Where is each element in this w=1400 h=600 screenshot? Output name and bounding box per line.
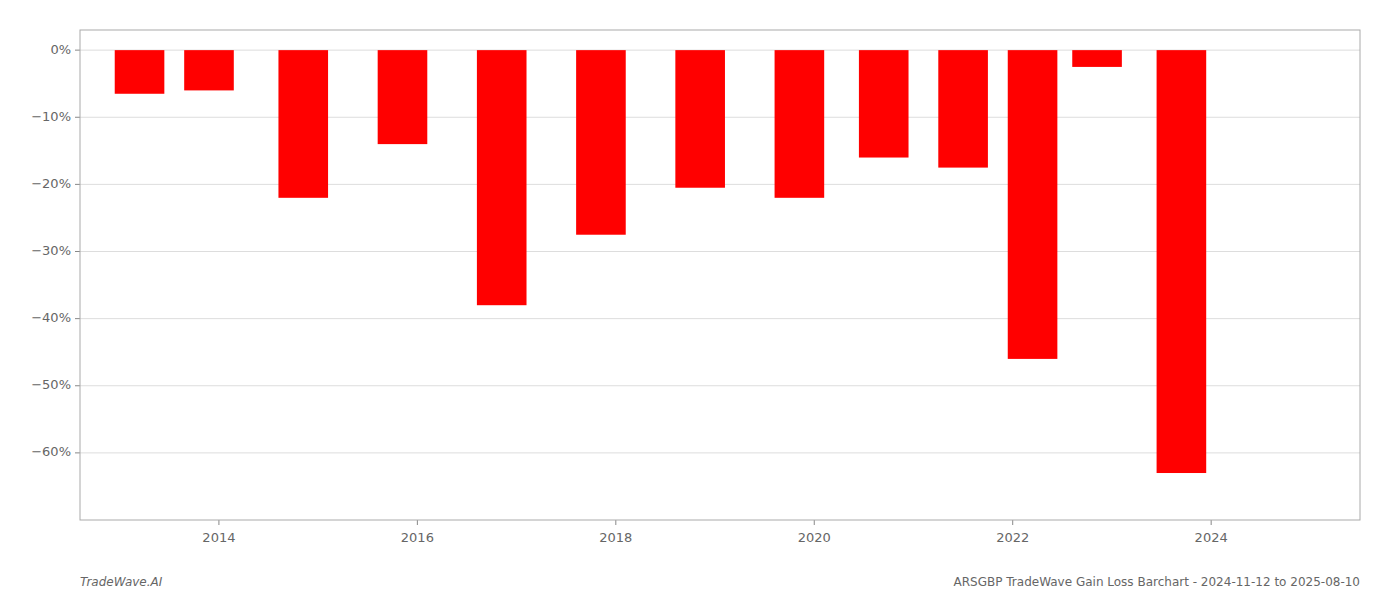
bar: [859, 50, 909, 157]
x-tick: [218, 520, 219, 525]
y-tick: [75, 385, 80, 386]
bars: [115, 50, 1206, 473]
axes: 0% −10% −20% −30% −40% −50% −60% 2014 2016 2018 20…: [31, 42, 1228, 545]
y-tick: [75, 50, 80, 51]
x-tick-label: 2024: [1195, 530, 1228, 545]
y-tick: [75, 184, 80, 185]
bar: [115, 50, 165, 94]
y-tick: [75, 318, 80, 319]
x-tick-label: 2014: [202, 530, 235, 545]
bar: [1157, 50, 1207, 473]
bar: [1072, 50, 1122, 67]
chart-svg: 0% −10% −20% −30% −40% −50% −60% 2014 2016 2018 20…: [0, 0, 1400, 600]
footer-right: ARSGBP TradeWave Gain Loss Barchart - 20…: [954, 575, 1360, 589]
y-tick-label: −30%: [31, 243, 71, 258]
x-tick-label: 2020: [798, 530, 831, 545]
bar: [477, 50, 527, 305]
y-tick: [75, 251, 80, 252]
x-tick-label: 2022: [996, 530, 1029, 545]
bar: [775, 50, 825, 198]
bar: [576, 50, 626, 235]
bar: [184, 50, 234, 90]
y-tick: [75, 452, 80, 453]
x-tick: [814, 520, 815, 525]
y-tick-label: −50%: [31, 377, 71, 392]
y-tick: [75, 117, 80, 118]
x-tick-label: 2018: [599, 530, 632, 545]
y-tick-label: −40%: [31, 310, 71, 325]
y-tick-label: −60%: [31, 444, 71, 459]
plot-frame: [80, 30, 1360, 520]
bar: [1008, 50, 1058, 359]
bar: [675, 50, 725, 188]
bar: [378, 50, 428, 144]
footer: TradeWave.AI ARSGBP TradeWave Gain Loss B…: [80, 575, 1360, 589]
x-tick-label: 2016: [401, 530, 434, 545]
x-tick: [1211, 520, 1212, 525]
bar: [938, 50, 988, 167]
y-tick-label: 0%: [50, 42, 71, 57]
x-tick: [417, 520, 418, 525]
chart-container: 0% −10% −20% −30% −40% −50% −60% 2014 2016 2018 20…: [0, 0, 1400, 600]
x-tick: [1012, 520, 1013, 525]
footer-left: TradeWave.AI: [80, 575, 163, 589]
y-tick-label: −20%: [31, 176, 71, 191]
y-tick-label: −10%: [31, 109, 71, 124]
x-tick: [615, 520, 616, 525]
bar: [278, 50, 328, 198]
